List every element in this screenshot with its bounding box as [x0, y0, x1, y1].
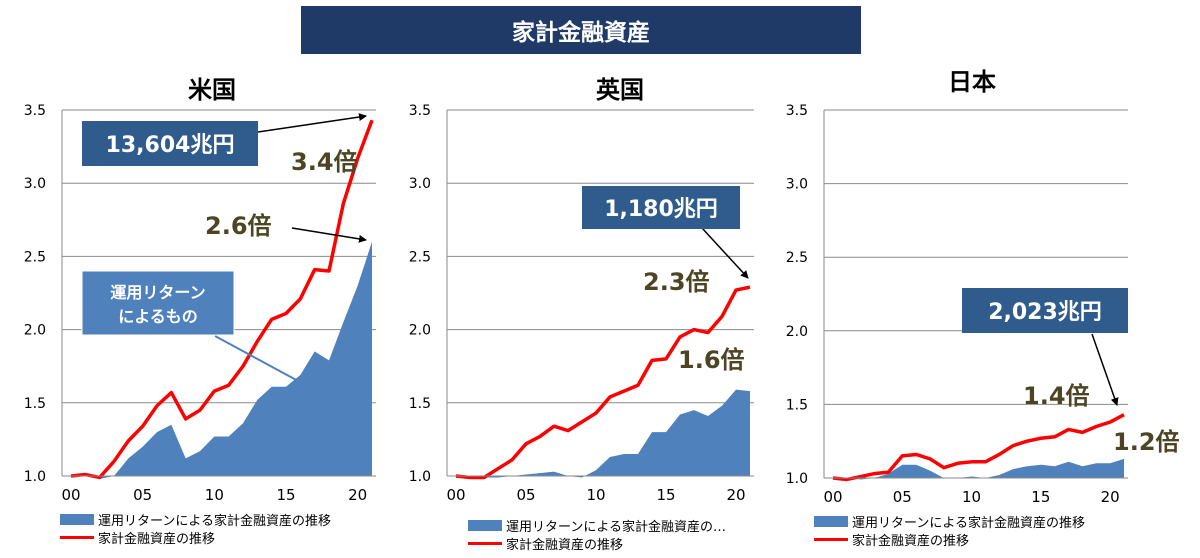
- x-tick-label: 05: [893, 488, 912, 506]
- legend-swatch-area: [468, 519, 502, 531]
- area-multiplier-label: 2.6倍: [205, 212, 272, 240]
- y-tick-label: 3.5: [409, 103, 431, 119]
- legend-label: 運用リターンによる家計金融資産の推移: [98, 513, 331, 529]
- legend-swatch-line: [60, 535, 94, 539]
- y-tick-label: 3.5: [786, 103, 808, 119]
- x-tick-label: 15: [656, 486, 675, 504]
- plot-area: 1.0 1.5 2.0 2.5 3.0 3.5 00 05 10 15 20: [786, 103, 1128, 506]
- callout-text: 1,180兆円: [604, 197, 718, 222]
- line-multiplier-label: 1.4倍: [1023, 382, 1090, 410]
- callout-text: 13,604兆円: [106, 133, 235, 158]
- x-tick-label: 00: [61, 486, 80, 504]
- plot-area: 1.0 1.5 2.0 2.5 3.0 3.5 00 05 10 15 20: [24, 103, 376, 504]
- line-series: [70, 119, 374, 480]
- area-multiplier-arrow: [291, 227, 367, 243]
- chart-title: 英国: [596, 76, 644, 104]
- chart-legend-japan: 運用リターンによる家計金融資産の推移 家計金融資産の推移: [814, 512, 1085, 549]
- x-tick-label: 10: [962, 488, 981, 506]
- area-label-text-2: によるもの: [118, 307, 198, 326]
- page-title-banner: 家計金融資産: [301, 6, 861, 54]
- legend-item-line: 家計金融資産の推移: [814, 530, 1085, 549]
- line-multiplier-label: 2.3倍: [643, 268, 710, 296]
- y-tick-label: 2.0: [24, 323, 46, 339]
- plot-area: 1.0 1.5 2.0 2.5 3.0 3.5 00 05 10 15 20: [409, 103, 754, 504]
- y-tick-label: 3.0: [409, 176, 431, 192]
- callout-arrow: [701, 227, 749, 279]
- legend-item-area: 運用リターンによる家計金融資産の推移: [814, 512, 1085, 531]
- legend-swatch-area: [60, 513, 94, 525]
- y-tick-label: 2.0: [409, 323, 431, 339]
- y-tick-label: 3.0: [24, 176, 46, 192]
- y-tick-label: 2.5: [409, 249, 431, 265]
- legend-label: 運用リターンによる家計金融資産の推移: [852, 515, 1085, 531]
- chart-panel-uk: 英国 1.01.52.02.53.03.500 05 10 15 20 1,180兆円 …: [409, 76, 754, 504]
- y-tick-label: 1.0: [409, 469, 431, 485]
- x-tick-label: 10: [586, 486, 605, 504]
- x-tick-label: 20: [348, 486, 367, 504]
- page-title: 家計金融資産: [512, 20, 650, 46]
- y-tick-label: 1.5: [786, 397, 808, 413]
- chart-panel-japan: 日本 1.01.52.02.53.03.500 05 10 15 20 2,023兆円 …: [786, 68, 1180, 506]
- area-series: [71, 241, 372, 479]
- chart-panel-us: 米国 1.0 1.5 2.0 2.5 3.0 3.5 00 05 10 15 20 2.6倍 3.4…: [24, 76, 376, 504]
- legend-swatch-line: [814, 537, 848, 541]
- callout-text: 2,023兆円: [988, 300, 1102, 325]
- chart-title: 米国: [188, 76, 236, 104]
- y-tick-label: 2.5: [24, 249, 46, 265]
- x-tick-label: 15: [1031, 488, 1050, 506]
- legend-swatch-area: [814, 515, 848, 527]
- legend-item-line: 家計金融資産の推移: [468, 534, 726, 553]
- legend-label: 家計金融資産の推移: [98, 531, 216, 547]
- y-tick-label: 1.5: [24, 396, 46, 412]
- y-tick-label: 3.5: [24, 103, 46, 119]
- y-tick-label: 1.0: [786, 471, 808, 487]
- area-series: [833, 458, 1124, 480]
- y-tick-label: 2.5: [786, 250, 808, 266]
- callout-arrow: [257, 113, 367, 133]
- area-multiplier-label: 1.6倍: [678, 346, 745, 374]
- legend-label: 運用リターンによる家計金融資産の…: [506, 519, 726, 535]
- x-tick-label: 20: [726, 486, 745, 504]
- legend-swatch-line: [468, 541, 502, 545]
- x-tick-label: 00: [823, 488, 842, 506]
- area-label-pointer: [214, 335, 301, 383]
- callout-box: [582, 186, 740, 229]
- x-tick-label: 10: [205, 486, 224, 504]
- x-tick-label: 05: [133, 486, 152, 504]
- x-tick-label: 15: [276, 486, 295, 504]
- y-tick-label: 2.0: [786, 324, 808, 340]
- area-label-box: [81, 270, 235, 336]
- y-tick-label: 1.5: [409, 396, 431, 412]
- legend-item-area: 運用リターンによる家計金融資産の…: [468, 516, 726, 535]
- callout-box: [82, 121, 258, 166]
- legend-label: 家計金融資産の推移: [852, 533, 970, 549]
- legend-label: 家計金融資産の推移: [506, 537, 624, 553]
- chart-legend-us: 運用リターンによる家計金融資産の推移 家計金融資産の推移: [60, 510, 331, 547]
- x-tick-label: 20: [1101, 488, 1120, 506]
- x-tick-label: 05: [516, 486, 535, 504]
- chart-title: 日本: [948, 68, 996, 96]
- callout-box: [962, 288, 1128, 333]
- area-series: [456, 389, 750, 478]
- legend-item-line: 家計金融資産の推移: [60, 528, 331, 547]
- y-tick-label: 1.0: [24, 469, 46, 485]
- area-label-text: 運用リターン: [110, 283, 205, 302]
- line-series: [455, 285, 751, 480]
- callout-arrow: [1091, 333, 1119, 406]
- legend-item-area: 運用リターンによる家計金融資産の推移: [60, 510, 331, 529]
- line-series: [832, 413, 1125, 482]
- line-multiplier-label: 3.4倍: [291, 148, 358, 176]
- area-multiplier-label: 1.2倍: [1113, 428, 1180, 456]
- chart-legend-uk: 運用リターンによる家計金融資産の… 家計金融資産の推移: [468, 516, 726, 553]
- y-tick-label: 3.0: [786, 177, 808, 193]
- x-tick-label: 00: [446, 486, 465, 504]
